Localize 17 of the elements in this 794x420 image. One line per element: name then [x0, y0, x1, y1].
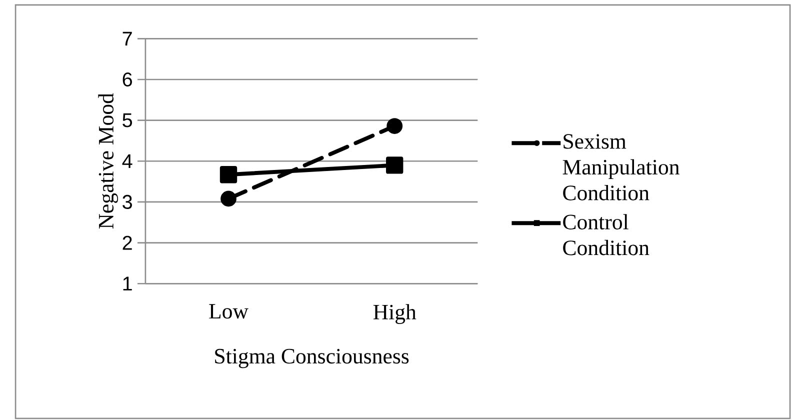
- y-tick-label: 6: [122, 72, 132, 86]
- legend-label: Control Condition: [563, 214, 650, 256]
- point: [386, 156, 404, 174]
- point: [220, 166, 238, 183]
- y-tick-label: 7: [122, 32, 132, 46]
- y-axis-title: Negative Mood: [98, 93, 118, 228]
- y-tick-label: 5: [122, 113, 132, 128]
- x-axis-title: Stigma Consciousness: [215, 348, 409, 368]
- point: [220, 190, 236, 206]
- y-tick-label: 2: [122, 236, 132, 250]
- point: [386, 118, 403, 134]
- y-tick-label: 1: [123, 276, 132, 290]
- legend-label: Sexism Manipulation Condition: [562, 134, 680, 200]
- y-tick-label: 3: [122, 194, 132, 209]
- y-tick-label: 4: [122, 154, 132, 168]
- x-tick-label: High: [373, 304, 416, 324]
- x-tick-label: Low: [209, 304, 248, 318]
